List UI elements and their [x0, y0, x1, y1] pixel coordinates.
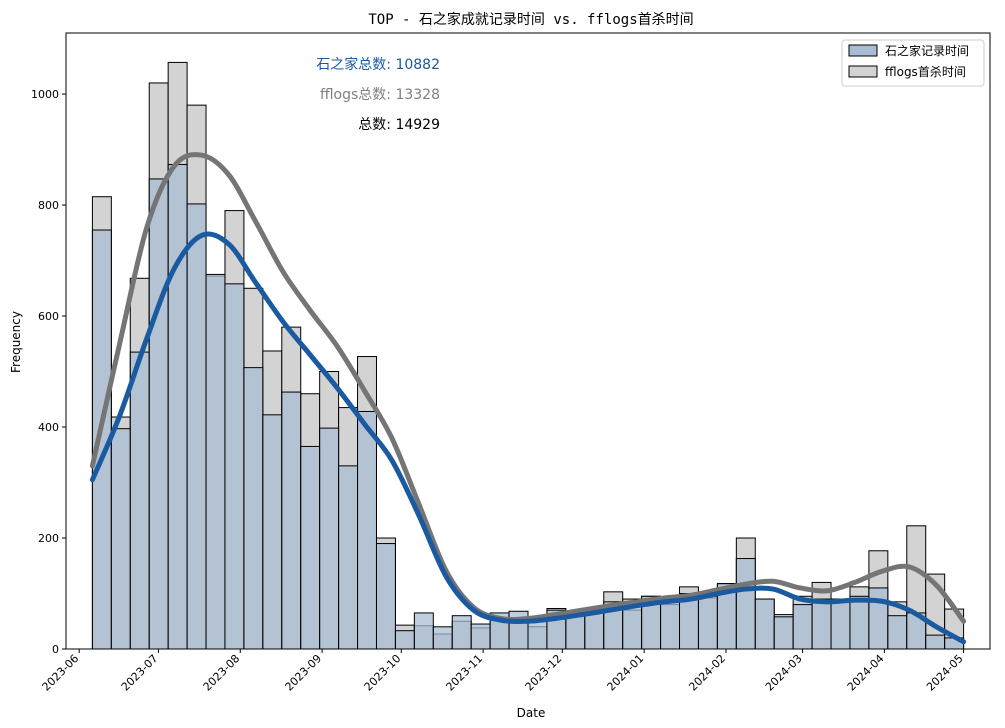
bar: [357, 410, 377, 650]
y-tick-label: 800: [38, 199, 59, 212]
x-tick-label: 2023-09: [283, 652, 325, 694]
bar: [186, 203, 207, 650]
x-tick-label: 2023-07: [119, 652, 161, 694]
bar: [868, 587, 889, 650]
bar: [394, 630, 415, 650]
x-axis-label: Date: [517, 706, 546, 720]
kde-line-0: [89, 231, 967, 645]
bar: [754, 598, 775, 650]
bar: [432, 626, 453, 650]
axes-frame: [65, 32, 991, 650]
annotation-1: fflogs总数: 13328: [320, 87, 440, 103]
bar: [338, 465, 359, 650]
y-tick-label: 1000: [31, 88, 59, 101]
x-tick-label: 2024-01: [605, 652, 647, 694]
legend-label: 石之家记录时间: [885, 43, 969, 58]
bar: [527, 620, 548, 650]
plot-area: 0 200 400 600 800 1000 2023-06 2023-07 2023-08 20…: [31, 32, 991, 694]
y-tick-label: 400: [38, 421, 59, 434]
bar: [205, 273, 226, 650]
x-tick-label: 2024-05: [924, 652, 966, 694]
x-tick-label: 2023-12: [523, 652, 565, 694]
bar: [281, 391, 302, 650]
y-tick-label: 600: [38, 310, 59, 323]
bar: [451, 615, 472, 650]
annotation-0: 石之家总数: 10882: [316, 56, 440, 73]
bar: [243, 367, 264, 650]
bar: [129, 351, 150, 650]
legend: 石之家记录时间 fflogs首杀时间: [841, 39, 985, 87]
bar: [470, 623, 491, 650]
bar: [697, 595, 718, 650]
x-tick-label: 2023-08: [201, 652, 243, 694]
bar: [148, 178, 169, 650]
x-tick-label: 2023-06: [40, 652, 82, 694]
bar: [660, 601, 681, 650]
x-tick-label: 2024-03: [763, 652, 805, 694]
bar: [319, 427, 340, 650]
bar: [887, 615, 908, 650]
chart-title: TOP - 石之家成就记录时间 vs. fflogs首杀时间: [368, 11, 693, 28]
x-tick-label: 2024-02: [686, 652, 728, 694]
annotation-2: 总数: 14929: [358, 117, 440, 133]
bar: [849, 595, 870, 650]
x-tick-label: 2024-04: [845, 652, 887, 694]
bar: [413, 612, 434, 650]
legend-label: fflogs首杀时间: [885, 64, 966, 79]
bar: [792, 604, 813, 650]
bar: [110, 428, 131, 650]
bar: [773, 616, 794, 650]
bar: [830, 598, 851, 650]
bar: [224, 283, 245, 650]
bar: [735, 558, 756, 650]
bar: [300, 445, 321, 650]
legend-swatch: [848, 44, 878, 57]
bar: [262, 414, 283, 650]
y-axis-label: Frequency: [9, 311, 23, 373]
x-tick-label: 2023-11: [444, 652, 486, 694]
bar: [375, 543, 396, 650]
y-tick-label: 0: [52, 643, 59, 656]
legend-swatch: [848, 65, 878, 78]
bar: [167, 164, 188, 650]
bar: [925, 634, 946, 650]
annotations: 石之家总数: 10882 fflogs总数: 13328 总数: 14929: [316, 56, 440, 133]
y-tick-label: 200: [38, 532, 59, 545]
x-tick-label: 2023-10: [362, 652, 404, 694]
bar: [811, 598, 832, 650]
